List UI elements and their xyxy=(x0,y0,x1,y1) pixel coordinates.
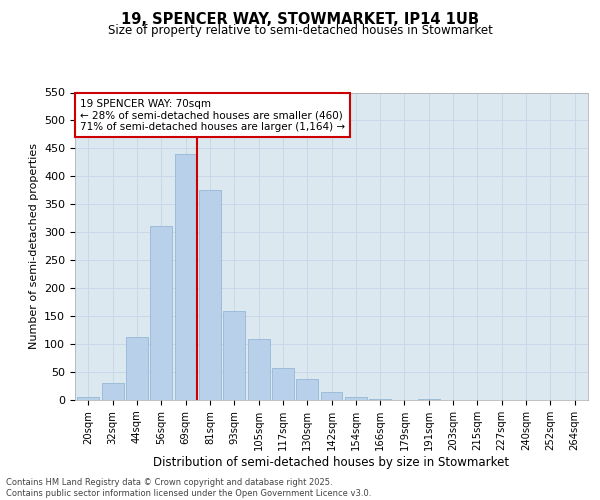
Bar xyxy=(175,154,197,400)
Text: 19, SPENCER WAY, STOWMARKET, IP14 1UB: 19, SPENCER WAY, STOWMARKET, IP14 1UB xyxy=(121,12,479,28)
Text: Size of property relative to semi-detached houses in Stowmarket: Size of property relative to semi-detach… xyxy=(107,24,493,37)
Bar xyxy=(77,397,100,400)
Bar xyxy=(320,392,343,400)
Bar xyxy=(102,383,124,400)
Text: Contains HM Land Registry data © Crown copyright and database right 2025.
Contai: Contains HM Land Registry data © Crown c… xyxy=(6,478,371,498)
Bar xyxy=(248,338,269,400)
Bar xyxy=(151,226,172,400)
X-axis label: Distribution of semi-detached houses by size in Stowmarket: Distribution of semi-detached houses by … xyxy=(154,456,509,468)
Bar xyxy=(272,368,294,400)
Bar xyxy=(296,380,318,400)
Text: 19 SPENCER WAY: 70sqm
← 28% of semi-detached houses are smaller (460)
71% of sem: 19 SPENCER WAY: 70sqm ← 28% of semi-deta… xyxy=(80,98,345,132)
Bar xyxy=(369,399,391,400)
Bar xyxy=(223,310,245,400)
Bar xyxy=(345,397,367,400)
Y-axis label: Number of semi-detached properties: Number of semi-detached properties xyxy=(29,143,38,349)
Bar xyxy=(199,190,221,400)
Bar xyxy=(126,337,148,400)
